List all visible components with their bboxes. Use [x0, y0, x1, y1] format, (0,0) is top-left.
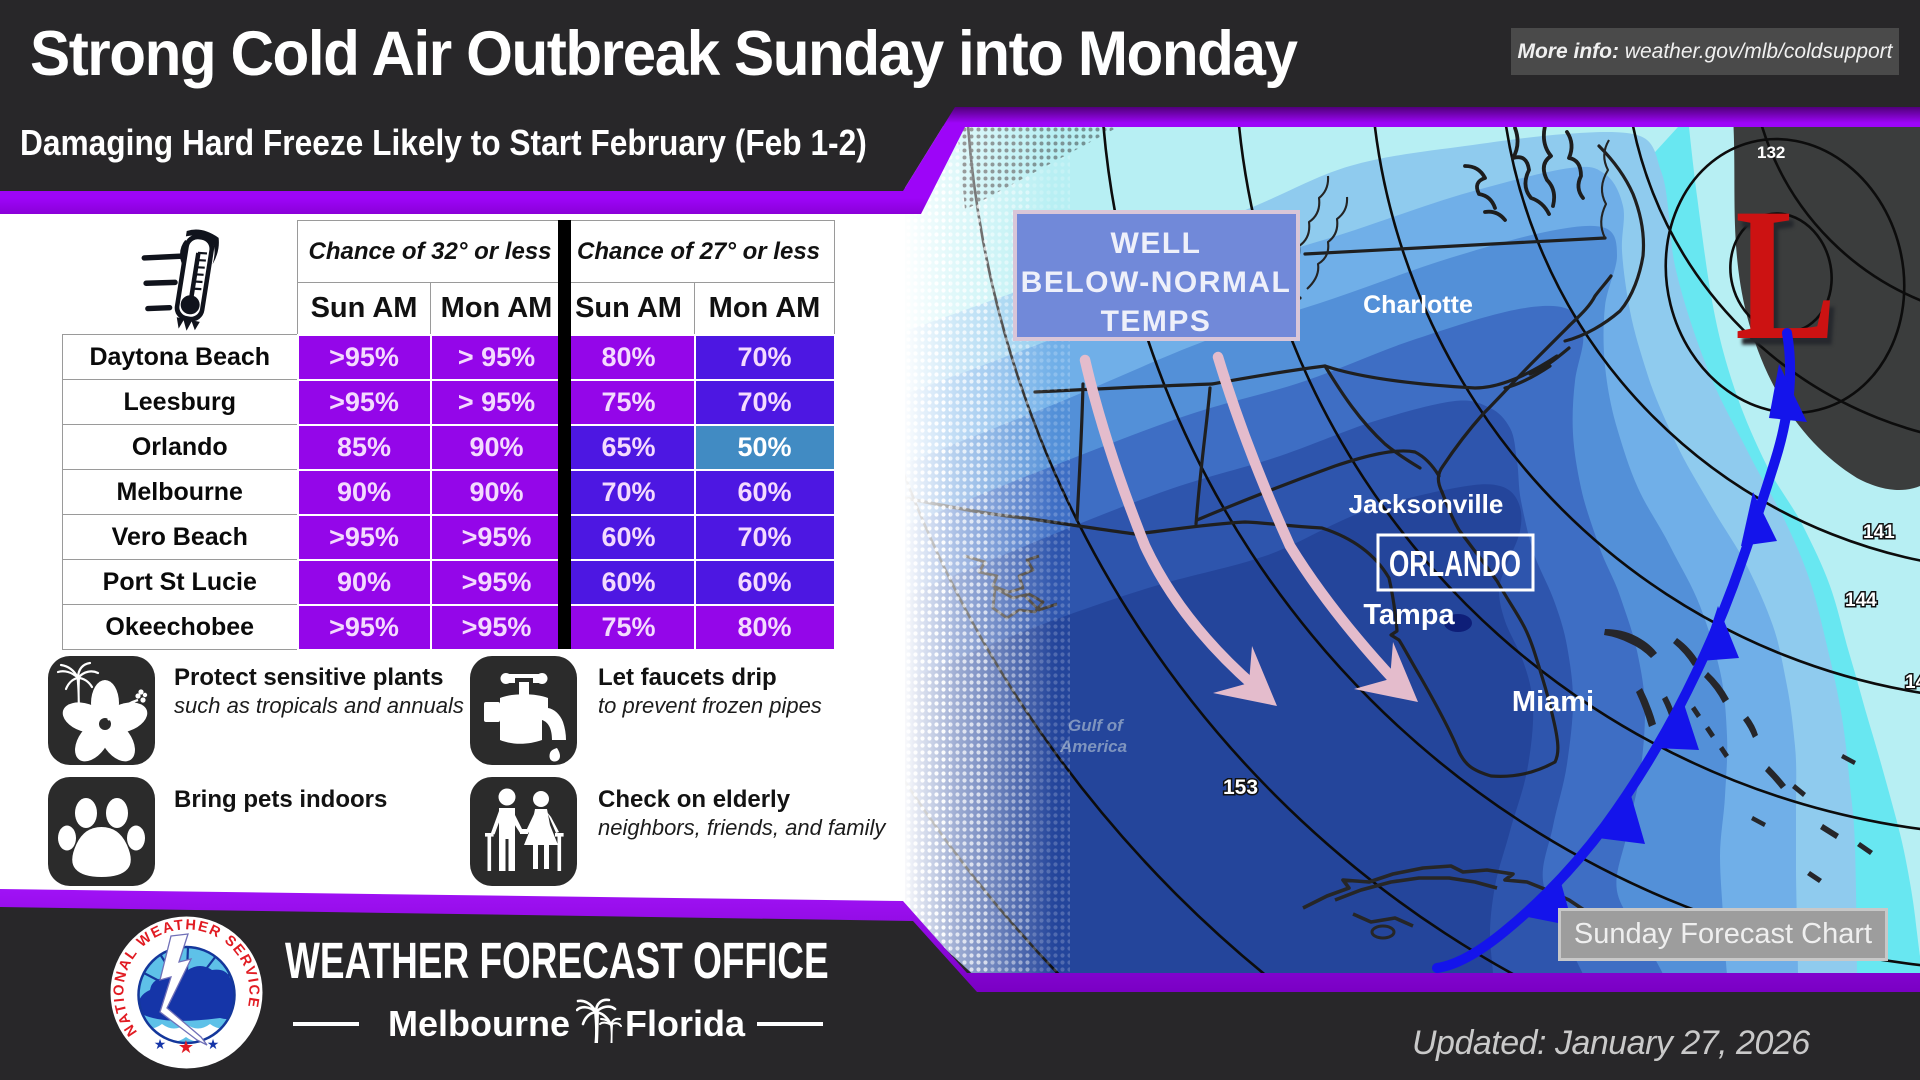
svg-text:Tampa: Tampa — [1363, 599, 1455, 631]
svg-text:WELL: WELL — [1111, 227, 1202, 260]
svg-text:America: America — [1059, 737, 1127, 756]
svg-text:Charlotte: Charlotte — [1363, 291, 1473, 319]
svg-text:Gulf of: Gulf of — [1068, 716, 1125, 735]
svg-text:141: 141 — [1863, 522, 1895, 543]
svg-text:BELOW-NORMAL: BELOW-NORMAL — [1021, 266, 1292, 299]
svg-text:14: 14 — [1905, 672, 1920, 693]
svg-text:Miami: Miami — [1512, 686, 1594, 718]
svg-text:153: 153 — [1223, 776, 1258, 799]
svg-text:★: ★ — [154, 1036, 167, 1052]
svg-text:132: 132 — [1757, 143, 1785, 162]
svg-text:144: 144 — [1845, 590, 1877, 611]
svg-text:ORLANDO: ORLANDO — [1389, 543, 1521, 584]
svg-text:Jacksonville: Jacksonville — [1349, 489, 1504, 519]
svg-text:★: ★ — [207, 1036, 220, 1052]
svg-text:TEMPS: TEMPS — [1101, 305, 1212, 338]
svg-text:★: ★ — [178, 1037, 194, 1057]
